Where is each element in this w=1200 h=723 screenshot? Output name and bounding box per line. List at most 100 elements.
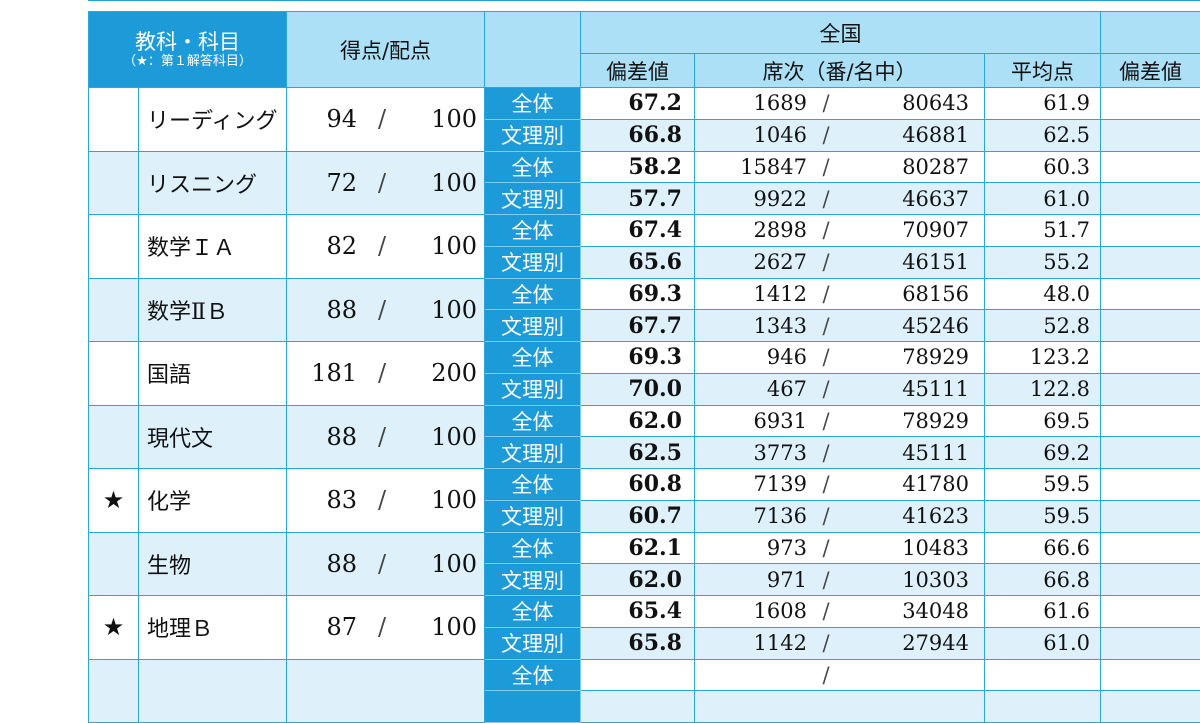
- rank-cell: 467/45111: [695, 373, 985, 405]
- score-max: 100: [407, 296, 477, 324]
- rank-cell: 1343/45246: [695, 310, 985, 342]
- next-section-cell: [1101, 88, 1200, 120]
- first-answer-star: [89, 532, 139, 596]
- score-cell: 88/100: [287, 532, 485, 596]
- rank-slash: /: [807, 536, 845, 560]
- score-max: 100: [407, 613, 477, 641]
- rank-slash: /: [807, 472, 845, 496]
- rank-cell: 3773/45111: [695, 437, 985, 469]
- score-slash: /: [357, 613, 407, 641]
- population-type: 全体: [485, 469, 581, 501]
- rank-value: 2898: [695, 218, 807, 242]
- subject-header: 教科・科目 （★：第１解答科目）: [89, 12, 287, 88]
- rank-cell: 2898/70907: [695, 215, 985, 247]
- next-section-cell: [1101, 532, 1200, 564]
- deviation-value: 67.4: [581, 215, 695, 247]
- rank-total: 45111: [845, 377, 969, 401]
- deviation-value: 58.2: [581, 151, 695, 183]
- rank-value: 467: [695, 377, 807, 401]
- score-cell: 83/100: [287, 469, 485, 533]
- deviation-value: 69.3: [581, 278, 695, 310]
- average-value: 69.2: [985, 437, 1101, 469]
- deviation-value: 60.8: [581, 469, 695, 501]
- rank-total: 34048: [845, 599, 969, 623]
- next-section-cell: [1101, 500, 1200, 532]
- rank-value: 946: [695, 345, 807, 369]
- score-max: 100: [407, 550, 477, 578]
- rank-total: 46881: [845, 123, 969, 147]
- subject-name: 数学ＩＡ: [139, 215, 287, 279]
- rank-cell: 1046/46881: [695, 119, 985, 151]
- average-value: 61.9: [985, 88, 1101, 120]
- rank-slash: /: [807, 409, 845, 433]
- rank-value: 1608: [695, 599, 807, 623]
- subject-name: 国語: [139, 342, 287, 406]
- subject-name: リスニング: [139, 151, 287, 215]
- rank-value: 971: [695, 568, 807, 592]
- rank-slash: /: [807, 91, 845, 115]
- subject-name: 生物: [139, 532, 287, 596]
- rank-value: 2627: [695, 250, 807, 274]
- rank-value: 9922: [695, 187, 807, 211]
- first-answer-star: [89, 405, 139, 469]
- rank-value: 1046: [695, 123, 807, 147]
- next-section-cell: [1101, 469, 1200, 501]
- subject-name: 現代文: [139, 405, 287, 469]
- rank-cell: 15847/80287: [695, 151, 985, 183]
- next-section-cell: [1101, 183, 1200, 215]
- average-value: 62.5: [985, 119, 1101, 151]
- rank-total: 70907: [845, 218, 969, 242]
- average-value: [985, 691, 1101, 723]
- rank-total: 10483: [845, 536, 969, 560]
- average-value: 48.0: [985, 278, 1101, 310]
- rank-total: 80287: [845, 155, 969, 179]
- rank-cell: 9922/46637: [695, 183, 985, 215]
- score-cell: 87/100: [287, 596, 485, 660]
- population-type: 文理別: [485, 183, 581, 215]
- average-value: 123.2: [985, 342, 1101, 374]
- deviation-header: 偏差値: [581, 54, 695, 88]
- next-section-cell: [1101, 246, 1200, 278]
- population-type: 全体: [485, 278, 581, 310]
- next-section-cell: [1101, 310, 1200, 342]
- average-value: 60.3: [985, 151, 1101, 183]
- population-type: 全体: [485, 151, 581, 183]
- score-cell: 82/100: [287, 215, 485, 279]
- rank-value: 1142: [695, 631, 807, 655]
- rank-total: 46637: [845, 187, 969, 211]
- rank-cell: 946/78929: [695, 342, 985, 374]
- average-value: 51.7: [985, 215, 1101, 247]
- rank-total: 80643: [845, 91, 969, 115]
- national-header: 全国: [581, 12, 1101, 54]
- deviation-value: 69.3: [581, 342, 695, 374]
- first-answer-star: ★: [89, 596, 139, 660]
- score-cell: 94/100: [287, 88, 485, 152]
- population-type: 全体: [485, 532, 581, 564]
- next-section-cell: [1101, 405, 1200, 437]
- rank-total: 41780: [845, 472, 969, 496]
- deviation-value: 62.0: [581, 405, 695, 437]
- rank-cell: 2627/46151: [695, 246, 985, 278]
- score-max: 200: [407, 359, 477, 387]
- population-type: 全体: [485, 342, 581, 374]
- score-cell: 88/100: [287, 405, 485, 469]
- average-value: 55.2: [985, 246, 1101, 278]
- next-section-cell: [1101, 627, 1200, 659]
- score-slash: /: [357, 105, 407, 133]
- rank-total: 41623: [845, 504, 969, 528]
- subject-name: 化学: [139, 469, 287, 533]
- deviation-value: 62.0: [581, 564, 695, 596]
- rank-cell: 7139/41780: [695, 469, 985, 501]
- rank-value: 1343: [695, 314, 807, 338]
- rank-slash: /: [807, 504, 845, 528]
- score-cell: 181/200: [287, 342, 485, 406]
- first-answer-star: [89, 659, 139, 723]
- score-value: 83: [287, 486, 357, 514]
- score-header: 得点/配点: [287, 12, 485, 88]
- subject-header-title: 教科・科目: [89, 30, 286, 54]
